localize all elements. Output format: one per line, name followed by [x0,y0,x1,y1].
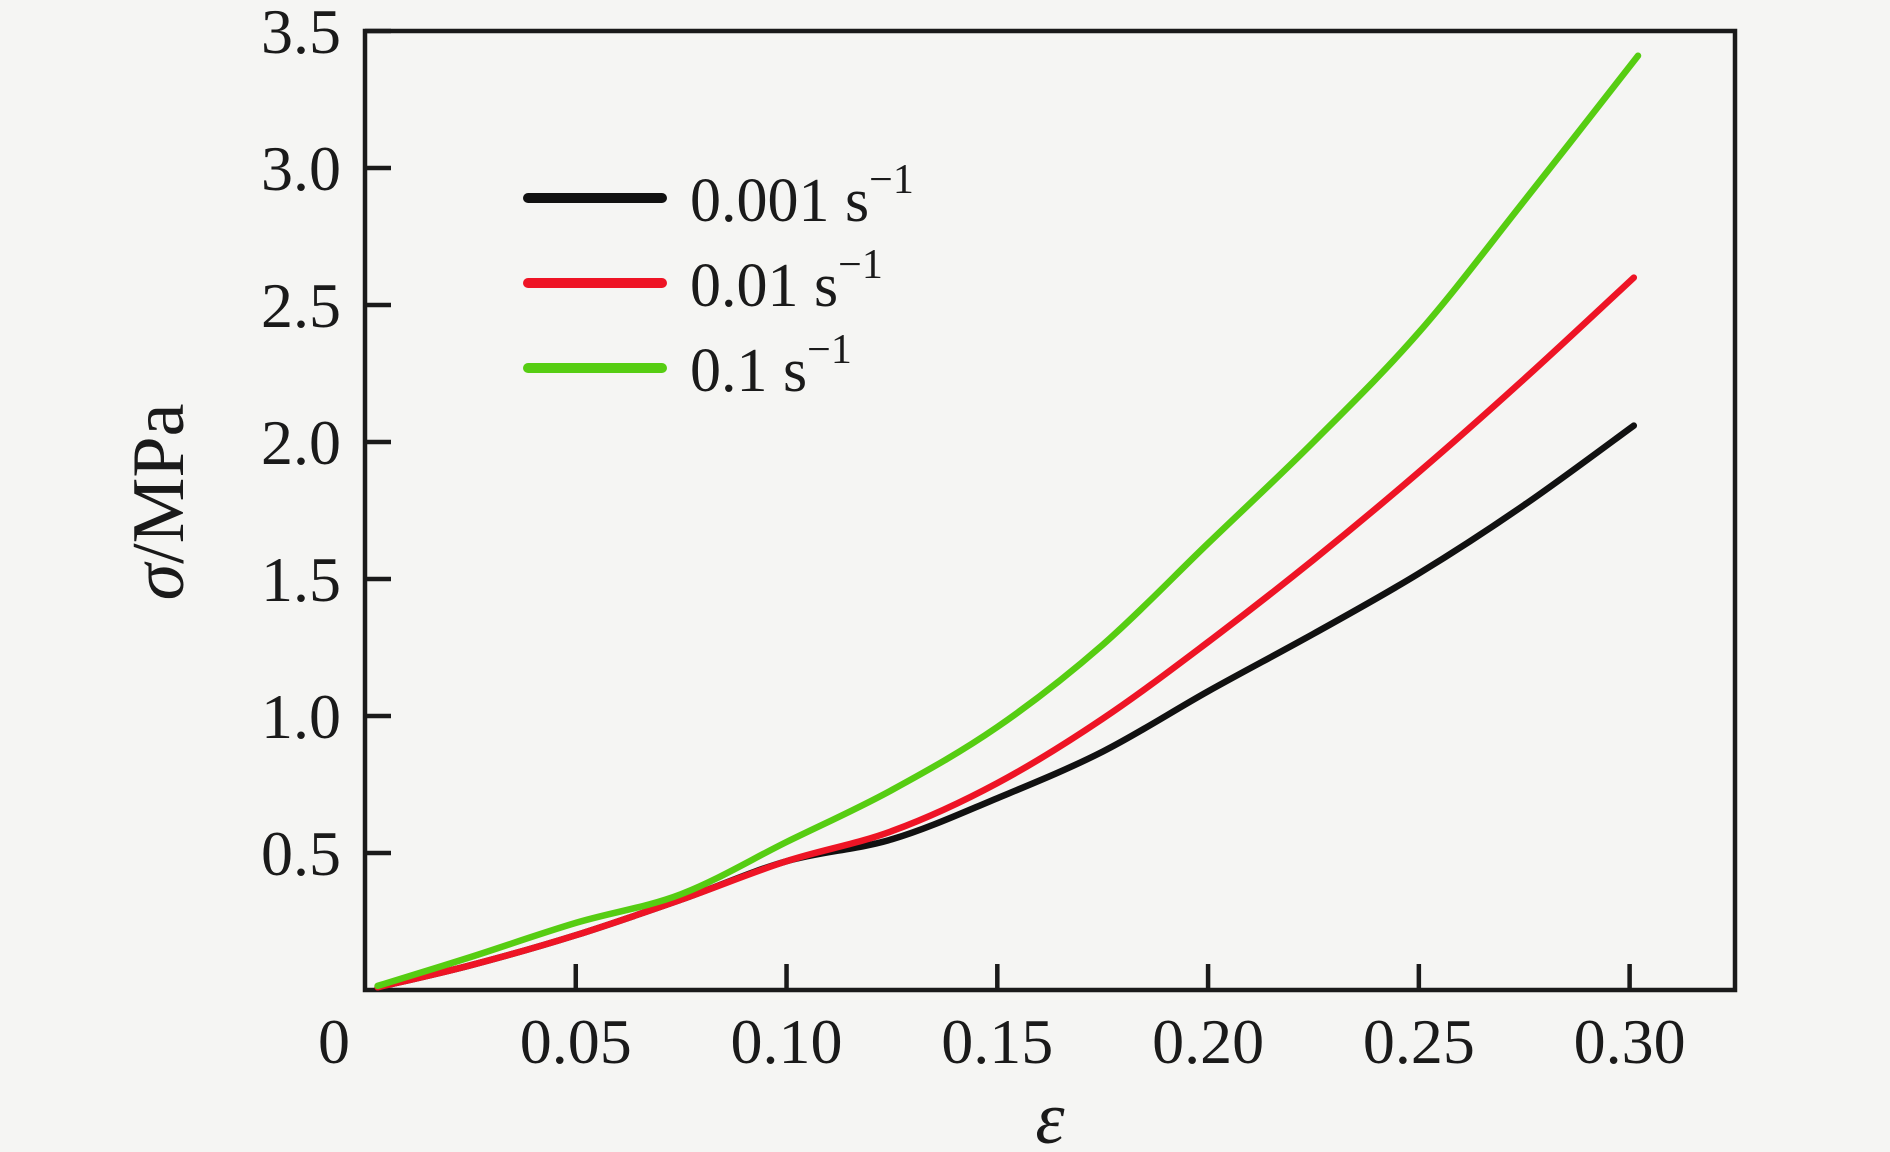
sigma-symbol: σ [118,561,200,600]
x-axis-title: ε [1035,1078,1065,1152]
legend-exponent: −1 [869,157,914,203]
legend-exponent: −1 [807,327,852,373]
legend-text: 0.001 s [690,167,869,235]
legend-label-strain-rate-0-1: 0.1 s−1 [690,327,852,405]
x-tick-label: 0.30 [1574,1006,1686,1077]
y-tick-label: 1.5 [261,544,341,615]
legend-item-strain-rate-0-1: 0.1 s−1 [523,327,852,405]
x-tick-label: 0.25 [1363,1006,1475,1077]
y-tick-label: 2.5 [261,270,341,341]
legend: 0.001 s−10.01 s−10.1 s−1 [523,157,914,405]
y-tick-label: 1.0 [261,681,341,752]
x-tick-label: 0 [318,1006,350,1077]
legend-item-strain-rate-0-01: 0.01 s−1 [523,242,883,320]
y-axis-unit: /MPa [118,404,200,564]
legend-label-strain-rate-0-01: 0.01 s−1 [690,242,883,320]
curve-strain-rate-0-01 [374,274,1638,991]
x-tick-label: 0.10 [731,1006,843,1077]
legend-label-strain-rate-0-001: 0.001 s−1 [690,157,914,235]
legend-text: 0.01 s [690,252,838,320]
y-tick-label: 2.0 [261,407,341,478]
y-axis: 0.5 1.0 1.5 2.0 2.5 3.0 3.5 [261,0,391,889]
y-tick-label: 3.0 [261,133,341,204]
legend-text: 0.1 s [690,337,807,405]
plot-frame [362,28,1738,993]
y-axis-title: σ/MPa [118,404,200,601]
y-tick-label: 0.5 [261,818,341,889]
legend-item-strain-rate-0-001: 0.001 s−1 [523,157,914,235]
x-tick-label: 0.20 [1152,1006,1264,1077]
x-axis: 0 0.05 0.10 0.15 0.20 0.25 0.30 [318,964,1686,1077]
legend-exponent: −1 [838,242,883,288]
x-tick-label: 0.15 [941,1006,1053,1077]
curve-strain-rate-0-1 [374,52,1642,990]
y-tick-label: 3.5 [261,0,341,67]
plot-area: 0 0.05 0.10 0.15 0.20 0.25 0.30 0.5 1.0 1.5 2.0 2.5… [261,0,1738,1077]
x-tick-label: 0.05 [520,1006,632,1077]
curves [374,52,1642,991]
curve-strain-rate-0-001 [374,422,1638,991]
